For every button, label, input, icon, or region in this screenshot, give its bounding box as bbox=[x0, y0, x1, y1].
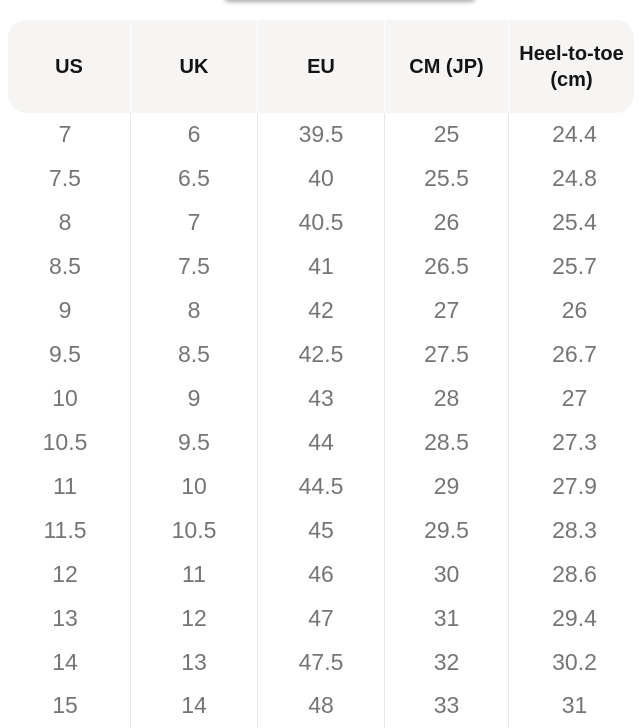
size-chart-header: US UK EU CM (JP) Heel-to-toe (cm) bbox=[8, 20, 634, 113]
table-cell: 25 bbox=[384, 113, 508, 157]
table-cell: 28 bbox=[384, 376, 508, 421]
table-cell: 29.4 bbox=[508, 596, 640, 641]
table-cell: 7 bbox=[130, 200, 257, 245]
top-edge-shadow bbox=[224, 0, 476, 2]
table-cell: 40.5 bbox=[257, 200, 384, 245]
table-cell: 31 bbox=[508, 683, 640, 728]
table-cell: 25.5 bbox=[384, 156, 508, 201]
table-row: 8.5 7.5 41 26.5 25.7 bbox=[0, 244, 640, 289]
table-cell: 14 bbox=[52, 648, 78, 675]
table-row: 15 14 48 33 31 bbox=[0, 683, 640, 728]
column-header-eu: EU bbox=[257, 20, 384, 113]
table-cell: 27.3 bbox=[508, 420, 640, 465]
table-cell: 9 bbox=[58, 297, 72, 324]
table-row: 8 7 40.5 26 25.4 bbox=[0, 200, 640, 245]
table-cell: 8 bbox=[130, 288, 257, 333]
table-cell: 26.5 bbox=[384, 244, 508, 289]
table-cell: 10 bbox=[130, 464, 257, 509]
table-cell: 26 bbox=[508, 288, 640, 333]
table-cell: 30.2 bbox=[508, 640, 640, 684]
table-cell: 28.5 bbox=[384, 420, 508, 465]
table-cell: 11 bbox=[130, 552, 257, 597]
table-row: 14 13 47.5 32 30.2 bbox=[0, 640, 640, 684]
table-cell: 28.6 bbox=[508, 552, 640, 597]
column-header-us: US bbox=[55, 55, 83, 78]
table-cell: 47.5 bbox=[257, 640, 384, 684]
table-cell: 6.5 bbox=[130, 156, 257, 201]
table-cell: 29 bbox=[384, 464, 508, 509]
table-cell: 32 bbox=[384, 640, 508, 684]
table-cell: 44.5 bbox=[257, 464, 384, 509]
table-cell: 12 bbox=[52, 560, 78, 587]
table-cell: 7.5 bbox=[130, 244, 257, 289]
table-cell: 30 bbox=[384, 552, 508, 597]
size-chart-body: 7 6 39.5 25 24.4 7.5 6.5 40 25.5 24.8 8 7 40.5 26 25.4… bbox=[0, 113, 640, 728]
table-row: 11 10 44.5 29 27.9 bbox=[0, 464, 640, 509]
table-cell: 31 bbox=[384, 596, 508, 641]
table-cell: 7.5 bbox=[49, 165, 81, 192]
table-cell: 26.7 bbox=[508, 332, 640, 377]
table-cell: 8.5 bbox=[130, 332, 257, 377]
column-header-cm-jp: CM (JP) bbox=[384, 20, 508, 113]
table-cell: 10.5 bbox=[42, 428, 88, 455]
table-row: 7.5 6.5 40 25.5 24.8 bbox=[0, 156, 640, 201]
table-row: 10.5 9.5 44 28.5 27.3 bbox=[0, 420, 640, 465]
table-row: 7 6 39.5 25 24.4 bbox=[0, 113, 640, 157]
table-row: 12 11 46 30 28.6 bbox=[0, 552, 640, 597]
table-cell: 45 bbox=[257, 508, 384, 553]
table-cell: 7 bbox=[58, 121, 72, 148]
table-row: 9.5 8.5 42.5 27.5 26.7 bbox=[0, 332, 640, 377]
table-cell: 25.4 bbox=[508, 200, 640, 245]
table-cell: 9.5 bbox=[130, 420, 257, 465]
table-cell: 9.5 bbox=[49, 341, 81, 368]
table-cell: 6 bbox=[130, 113, 257, 157]
table-cell: 14 bbox=[130, 683, 257, 728]
table-cell: 9 bbox=[130, 376, 257, 421]
table-cell: 12 bbox=[130, 596, 257, 641]
table-cell: 25.7 bbox=[508, 244, 640, 289]
table-cell: 24.8 bbox=[508, 156, 640, 201]
table-cell: 10 bbox=[52, 384, 78, 411]
table-cell: 39.5 bbox=[257, 113, 384, 157]
table-cell: 28.3 bbox=[508, 508, 640, 553]
table-row: 10 9 43 28 27 bbox=[0, 376, 640, 421]
table-cell: 44 bbox=[257, 420, 384, 465]
table-cell: 13 bbox=[130, 640, 257, 684]
table-cell: 13 bbox=[52, 604, 78, 631]
column-header-heel-to-toe: Heel-to-toe (cm) bbox=[508, 20, 634, 113]
table-cell: 47 bbox=[257, 596, 384, 641]
table-cell: 26 bbox=[384, 200, 508, 245]
table-cell: 11.5 bbox=[43, 516, 87, 543]
table-cell: 8 bbox=[58, 209, 72, 236]
table-cell: 8.5 bbox=[49, 253, 81, 280]
table-cell: 43 bbox=[257, 376, 384, 421]
table-cell: 33 bbox=[384, 683, 508, 728]
table-row: 11.5 10.5 45 29.5 28.3 bbox=[0, 508, 640, 553]
table-cell: 27 bbox=[508, 376, 640, 421]
table-cell: 15 bbox=[52, 692, 78, 719]
column-header-uk: UK bbox=[130, 20, 257, 113]
table-cell: 27.9 bbox=[508, 464, 640, 509]
table-cell: 29.5 bbox=[384, 508, 508, 553]
table-cell: 10.5 bbox=[130, 508, 257, 553]
table-cell: 41 bbox=[257, 244, 384, 289]
table-cell: 27 bbox=[384, 288, 508, 333]
table-cell: 48 bbox=[257, 683, 384, 728]
table-cell: 40 bbox=[257, 156, 384, 201]
table-cell: 42 bbox=[257, 288, 384, 333]
table-cell: 11 bbox=[53, 472, 77, 499]
table-cell: 46 bbox=[257, 552, 384, 597]
table-row: 13 12 47 31 29.4 bbox=[0, 596, 640, 641]
table-cell: 24.4 bbox=[508, 113, 640, 157]
table-cell: 27.5 bbox=[384, 332, 508, 377]
table-cell: 42.5 bbox=[257, 332, 384, 377]
table-row: 9 8 42 27 26 bbox=[0, 288, 640, 333]
